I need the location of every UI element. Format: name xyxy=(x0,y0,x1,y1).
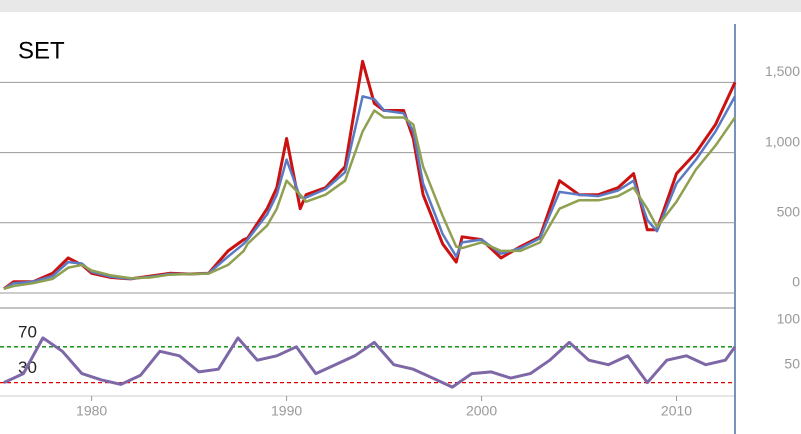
x-tick-label: 2000 xyxy=(466,403,497,419)
y-tick-label: 1,500 xyxy=(765,63,800,79)
x-tick-label: 1980 xyxy=(76,403,107,419)
series-line xyxy=(3,109,737,291)
y-tick-label: 100 xyxy=(777,311,801,327)
y-tick-label: 0 xyxy=(792,274,800,290)
series-line xyxy=(3,336,737,389)
y-tick-label: 1,000 xyxy=(765,133,800,149)
chart-title: SET xyxy=(18,37,65,64)
x-tick-label: 2010 xyxy=(661,403,692,419)
y-tick-label: 500 xyxy=(777,203,801,219)
level-label: 70 xyxy=(18,322,37,341)
y-tick-label: 50 xyxy=(784,355,800,371)
x-tick-label: 1990 xyxy=(271,403,302,419)
top-bar xyxy=(0,0,801,12)
